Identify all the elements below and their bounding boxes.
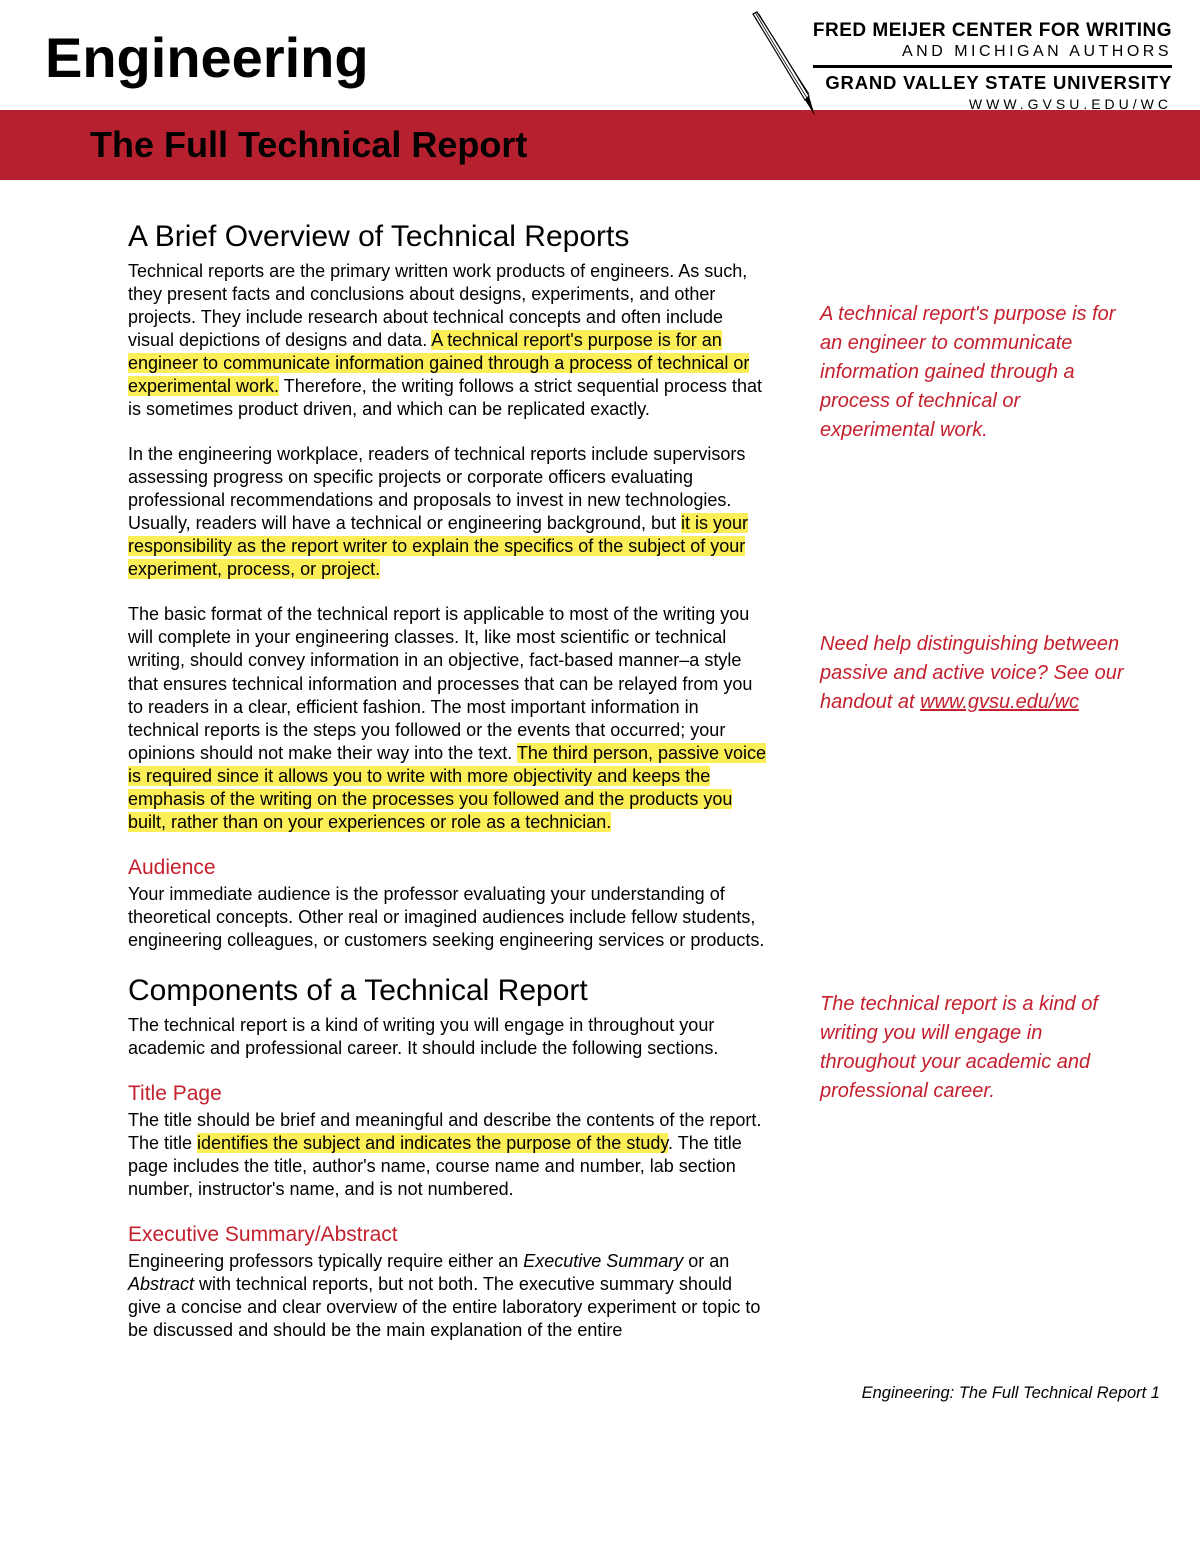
pen-icon [745, 10, 825, 120]
overview-p1: Technical reports are the primary writte… [128, 260, 768, 421]
callout-3: The technical report is a kind of writin… [820, 990, 1135, 1106]
page-footer: Engineering: The Full Technical Report 1 [0, 1384, 1200, 1423]
section-heading-components: Components of a Technical Report [128, 974, 768, 1008]
text: or an [683, 1251, 729, 1271]
banner-title: The Full Technical Report [90, 124, 1200, 166]
titlepage-body: The title should be brief and meaningful… [128, 1109, 768, 1201]
execsummary-body: Engineering professors typically require… [128, 1250, 768, 1342]
text: with technical reports, but not both. Th… [128, 1274, 760, 1340]
text: The basic format of the technical report… [128, 604, 752, 762]
callout-link[interactable]: www.gvsu.edu/wc [920, 691, 1079, 713]
title-banner: The Full Technical Report [0, 110, 1200, 180]
callout-text: A technical report's purpose is for an e… [820, 300, 1135, 445]
section-heading-overview: A Brief Overview of Technical Reports [128, 220, 768, 254]
italic: Abstract [128, 1274, 194, 1294]
subheading-execsummary: Executive Summary/Abstract [128, 1223, 768, 1247]
audience-body: Your immediate audience is the professor… [128, 883, 768, 952]
callout-1: A technical report's purpose is for an e… [820, 300, 1135, 445]
subheading-audience: Audience [128, 856, 768, 880]
main-column: A Brief Overview of Technical Reports Te… [128, 220, 768, 1342]
logo-url: WWW.GVSU.EDU/WC [813, 96, 1172, 112]
text: In the engineering workplace, readers of… [128, 444, 745, 533]
overview-p2: In the engineering workplace, readers of… [128, 443, 768, 581]
logo-line-1: FRED MEIJER CENTER FOR WRITING [813, 20, 1172, 42]
overview-p3: The basic format of the technical report… [128, 603, 768, 833]
subheading-titlepage: Title Page [128, 1082, 768, 1106]
highlight: identifies the subject and indicates the… [197, 1133, 668, 1153]
italic: Executive Summary [523, 1251, 683, 1271]
callout-2: Need help distinguishing between passive… [820, 630, 1135, 717]
callout-text: The technical report is a kind of writin… [820, 990, 1135, 1106]
institution-logo: FRED MEIJER CENTER FOR WRITING AND MICHI… [813, 20, 1172, 112]
logo-divider [813, 65, 1172, 68]
page-header: Engineering FRED MEIJER CENTER FOR WRITI… [0, 0, 1200, 90]
components-intro: The technical report is a kind of writin… [128, 1014, 768, 1060]
callout-text: Need help distinguishing between passive… [820, 630, 1135, 717]
logo-line-2: AND MICHIGAN AUTHORS [813, 43, 1172, 61]
text: Engineering professors typically require… [128, 1251, 523, 1271]
logo-line-3: GRAND VALLEY STATE UNIVERSITY [813, 72, 1172, 94]
content: A technical report's purpose is for an e… [0, 180, 1200, 1384]
